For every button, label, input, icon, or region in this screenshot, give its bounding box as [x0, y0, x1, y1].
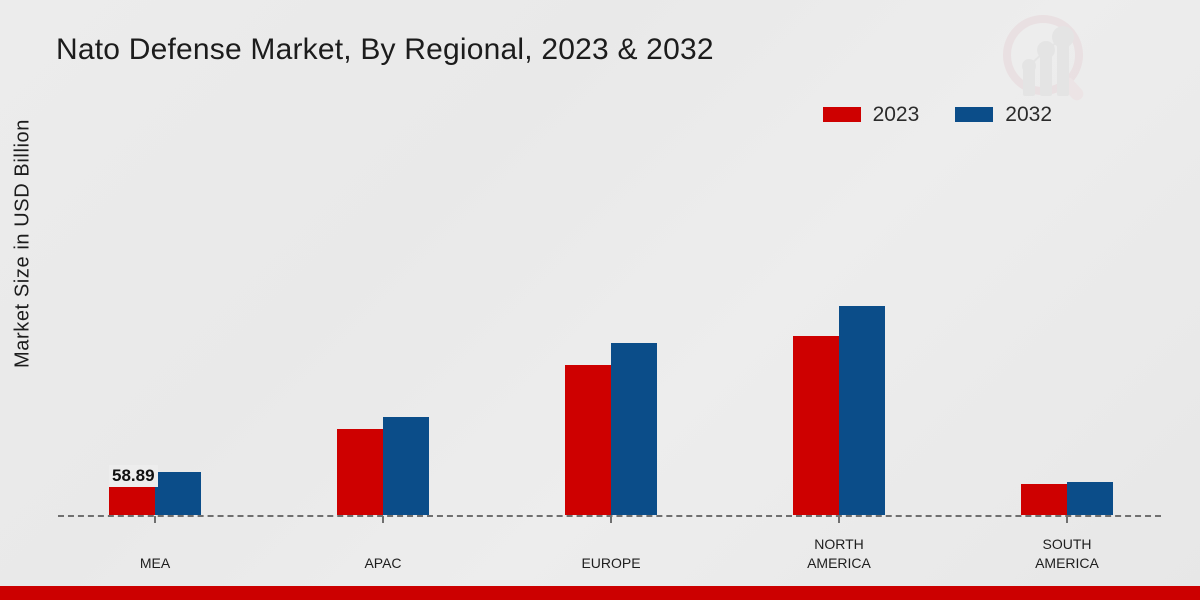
- bar-2023-north-america[interactable]: [793, 336, 839, 515]
- legend-swatch-2023: [822, 107, 861, 122]
- x-axis-label-mea: MEA: [139, 555, 171, 571]
- x-axis-tick: [1066, 516, 1068, 523]
- x-axis-tick: [382, 516, 384, 523]
- bar-2032-mea[interactable]: [155, 472, 201, 515]
- bar-group-europe: EUROPE: [516, 95, 706, 571]
- x-axis-label-south-america: SOUTH AMERICA: [1035, 536, 1099, 571]
- bar-2032-apac[interactable]: [383, 417, 429, 515]
- legend-label-2023: 2023: [872, 103, 920, 126]
- data-label-mea-2023: 58.89: [109, 465, 158, 487]
- chart-legend: 2023 2032: [822, 103, 1052, 126]
- legend-item-2023[interactable]: 2023: [822, 103, 920, 126]
- x-axis-tick: [838, 516, 840, 523]
- legend-item-2032[interactable]: 2032: [955, 104, 1052, 125]
- x-axis-label-europe: EUROPE: [581, 555, 641, 571]
- bar-2032-south-america[interactable]: [1067, 482, 1113, 515]
- bar-group-north-america: NORTH AMERICA: [744, 95, 934, 571]
- x-axis-tick: [154, 516, 156, 523]
- bar-2032-europe[interactable]: [611, 343, 657, 515]
- page-title: Nato Defense Market, By Regional, 2023 &…: [56, 33, 714, 66]
- bar-2023-apac[interactable]: [337, 429, 383, 515]
- footer-accent-bar: [0, 586, 1200, 600]
- legend-label-2032: 2032: [1005, 103, 1052, 126]
- bar-group-apac: APAC: [288, 95, 478, 571]
- x-axis-tick: [610, 516, 612, 523]
- x-axis-baseline: [58, 515, 1161, 517]
- bar-2023-mea[interactable]: [109, 487, 155, 515]
- bar-2032-north-america[interactable]: [839, 306, 885, 515]
- x-axis-label-north-america: NORTH AMERICA: [807, 536, 871, 571]
- legend-swatch-2032: [955, 107, 994, 122]
- x-axis-label-apac: APAC: [364, 555, 402, 571]
- bar-2023-south-america[interactable]: [1021, 484, 1067, 515]
- bar-group-south-america: SOUTH AMERICA: [972, 95, 1162, 571]
- bar-2023-europe[interactable]: [565, 365, 611, 515]
- bar-group-mea: MEA: [60, 95, 250, 571]
